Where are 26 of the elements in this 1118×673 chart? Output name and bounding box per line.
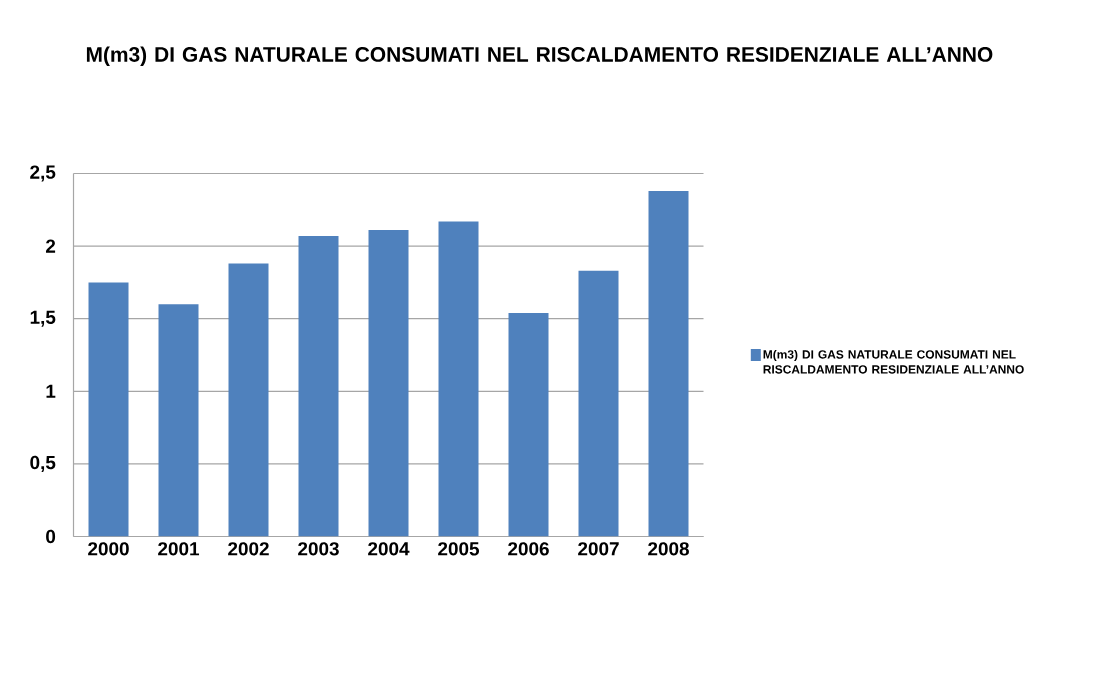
y-tick-label: 1 <box>46 384 56 398</box>
x-tick-label: 2003 <box>298 542 339 556</box>
x-tick-label: 2007 <box>578 542 619 556</box>
y-tick-label: 2,5 <box>30 165 56 182</box>
y-tick-label: 1,5 <box>30 310 56 327</box>
bar <box>648 190 689 537</box>
legend-label: M(m3) DI GAS NATURALE CONSUMATI NEL RISCALDAMENTO RESIDENZIALE ALL’ANNO <box>763 349 1024 374</box>
y-tick-label: 2 <box>45 239 56 253</box>
bar <box>438 221 479 537</box>
x-tick-label: 2004 <box>368 542 410 556</box>
y-tick-label: 0 <box>46 529 56 544</box>
bar <box>88 282 129 537</box>
x-tick-label: 2006 <box>508 542 549 556</box>
bar <box>158 304 199 537</box>
y-tick-label: 0,5 <box>30 455 56 472</box>
bar <box>508 312 549 537</box>
x-tick-label: 2002 <box>228 542 269 556</box>
x-tick-label: 2000 <box>88 542 129 556</box>
bar <box>368 230 409 537</box>
chart-title: M(m3) DI GAS NATURALE CONSUMATI NEL RISCALDAMENTO RESIDENZIALE ALL’ANNO <box>86 46 993 67</box>
x-tick-label: 2005 <box>438 542 480 556</box>
x-tick-label: 2008 <box>648 542 689 556</box>
bar <box>228 263 269 537</box>
x-tick-label: 2001 <box>158 542 200 556</box>
bar <box>298 235 339 537</box>
bar <box>578 270 619 537</box>
